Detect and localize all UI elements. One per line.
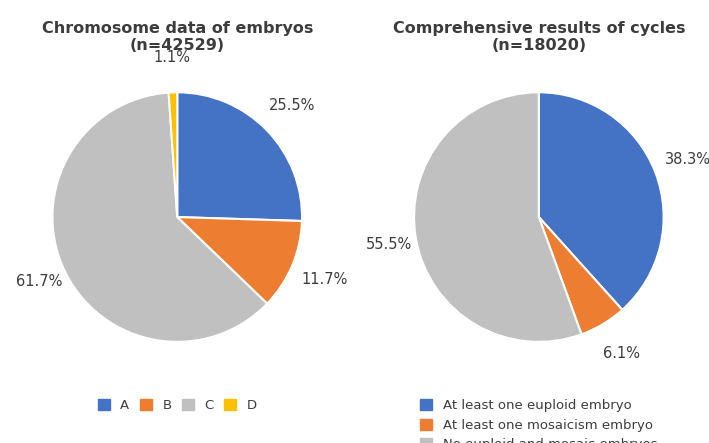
Wedge shape (177, 217, 302, 303)
Legend: At least one euploid embryo, At least one mosaicism embryo, No euploid and mosai: At least one euploid embryo, At least on… (416, 395, 661, 443)
Title: Chromosome data of embryos
(n=42529): Chromosome data of embryos (n=42529) (42, 20, 313, 53)
Text: 55.5%: 55.5% (366, 237, 412, 252)
Text: 61.7%: 61.7% (16, 274, 62, 289)
Text: 6.1%: 6.1% (603, 346, 640, 361)
Text: 1.1%: 1.1% (153, 50, 190, 65)
Title: Comprehensive results of cycles
(n=18020): Comprehensive results of cycles (n=18020… (393, 20, 685, 53)
Wedge shape (177, 92, 302, 221)
Text: 11.7%: 11.7% (301, 272, 347, 287)
Wedge shape (169, 92, 177, 217)
Wedge shape (539, 92, 664, 310)
Legend: A, B, C, D: A, B, C, D (94, 395, 261, 416)
Wedge shape (52, 93, 267, 342)
Wedge shape (414, 92, 581, 342)
Text: 38.3%: 38.3% (665, 152, 709, 167)
Text: 25.5%: 25.5% (269, 98, 315, 113)
Wedge shape (539, 217, 623, 334)
